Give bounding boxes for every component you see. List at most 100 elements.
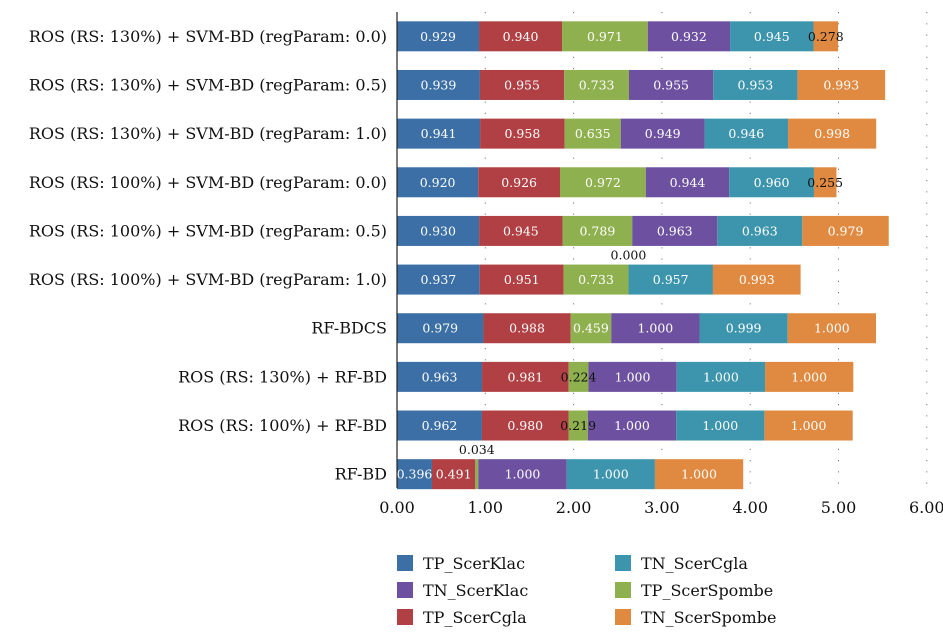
legend-item: TN_ScerSpombe [615, 606, 776, 628]
bar-value-labels: 0.929 0.940 0.971 0.932 0.945 0.278 0.939 0.955… [397, 29, 864, 482]
bar-value-label: 0.491 [436, 467, 472, 482]
category-label: ROS (RS: 130%) + SVM-BD (regParam: 0.0) [29, 27, 387, 46]
category-label: ROS (RS: 130%) + RF-BD [178, 367, 387, 386]
bar-value-label: 1.000 [637, 321, 673, 336]
legend-item: TP_ScerCgla [397, 606, 527, 628]
bar-segment [397, 215, 480, 246]
bar-value-label: 0.920 [420, 175, 456, 190]
bar-value-label: 0.937 [420, 272, 456, 287]
bar-value-label: 0.940 [503, 29, 539, 44]
bar-segment [587, 410, 677, 441]
bar-segment [562, 215, 633, 246]
x-tick-label: 3.00 [644, 498, 680, 517]
legend-swatch [615, 582, 631, 598]
bar-value-label: 0.396 [397, 467, 433, 482]
bar-segment [479, 215, 563, 246]
bar-segment [564, 118, 621, 149]
bar-segment [645, 167, 730, 198]
bar-value-label: 0.733 [578, 272, 614, 287]
bar-value-label: 0.945 [754, 29, 790, 44]
bar-value-label: 0.981 [507, 369, 543, 384]
legend-label: TP_ScerCgla [423, 607, 527, 627]
bar-value-label: 0.972 [585, 175, 621, 190]
bar-value-label: 0.993 [823, 77, 859, 92]
bar-value-label: 0.635 [575, 126, 611, 141]
category-label: ROS (RS: 100%) + SVM-BD (regParam: 0.0) [29, 173, 387, 192]
bar-value-label: 0.939 [421, 77, 457, 92]
bar-segment [699, 313, 788, 344]
bar-value-label: 0.957 [653, 272, 689, 287]
bar-value-label: 0.459 [573, 321, 609, 336]
bar-value-label: 0.926 [501, 175, 537, 190]
bar-value-label: 1.000 [791, 418, 827, 433]
bar-value-label: 0.034 [459, 442, 495, 457]
bar-segment [479, 69, 565, 100]
bar-segment [712, 264, 801, 295]
category-label: ROS (RS: 100%) + SVM-BD (regParam: 1.0) [29, 270, 387, 289]
bar-value-label: 0.929 [420, 29, 456, 44]
category-label: ROS (RS: 100%) + RF-BD [178, 416, 387, 435]
bar-value-label: 0.946 [728, 126, 764, 141]
bar-segment [562, 21, 648, 52]
bar-value-label: 1.000 [593, 467, 629, 482]
bar-segment [566, 459, 655, 490]
bar-segment [628, 264, 713, 295]
bar-segment [397, 264, 480, 295]
bar-segment [481, 410, 569, 441]
legend-label: TN_ScerSpombe [641, 607, 777, 627]
bar-segment [802, 215, 889, 246]
legend-label: TP_ScerSpombe [641, 580, 774, 600]
bar-segment [482, 361, 569, 392]
bar-segment [478, 459, 567, 490]
bar-segment [480, 118, 565, 149]
x-tick-label: 6.00 [909, 498, 943, 517]
bar-segment [730, 21, 814, 52]
bar-value-label: 0.998 [814, 126, 850, 141]
legend-label: TN_ScerCgla [641, 553, 748, 573]
bar-value-label: 0.980 [507, 418, 543, 433]
legend-swatch [397, 609, 413, 625]
bar-value-label: 0.944 [670, 175, 706, 190]
bar-value-label: 1.000 [814, 321, 850, 336]
legend: TP_ScerKlac TN_ScerKlac TP_ScerCgla TN_S… [397, 552, 857, 632]
bar-segment [676, 361, 766, 392]
category-label: RF-BDCS [311, 319, 387, 338]
bar-segment [765, 361, 854, 392]
bar-segment [654, 459, 744, 490]
x-tick-label: 1.00 [467, 498, 503, 517]
bar-value-label: 0.971 [587, 29, 623, 44]
legend-label: TP_ScerKlac [423, 553, 526, 573]
legend-item: TP_ScerKlac [397, 552, 525, 574]
bar-value-label: 1.000 [703, 369, 739, 384]
x-tick-label: 5.00 [821, 498, 857, 517]
bar-segment [568, 361, 589, 392]
bar-segment [729, 167, 814, 198]
bar-segment [797, 69, 886, 100]
bar-value-label: 0.278 [808, 29, 844, 44]
bar-segment [563, 264, 629, 295]
bar-value-label: 1.000 [681, 467, 717, 482]
bar-value-label: 0.958 [504, 126, 540, 141]
bar-value-label: 0.988 [509, 321, 545, 336]
x-tick-label: 0.00 [379, 498, 415, 517]
bar-value-label: 0.949 [645, 126, 681, 141]
legend-label: TN_ScerKlac [423, 580, 529, 600]
bar-value-label: 0.963 [657, 223, 693, 238]
bar-value-label: 1.000 [505, 467, 541, 482]
category-label: ROS (RS: 130%) + SVM-BD (regParam: 1.0) [29, 124, 387, 143]
bar-segment [397, 459, 432, 490]
legend-swatch [615, 555, 631, 571]
bar-value-label: 0.979 [828, 223, 864, 238]
bar-value-label: 0.930 [420, 223, 456, 238]
bar-segment [611, 313, 700, 344]
legend-swatch [397, 555, 413, 571]
bar-segment [717, 215, 803, 246]
bar-value-label: 0.932 [671, 29, 707, 44]
bar-segment [560, 167, 646, 198]
bar-value-label: 0.963 [422, 369, 458, 384]
bar-value-label: 0.945 [503, 223, 539, 238]
bar-value-label: 0.219 [560, 418, 596, 433]
bar-segment [564, 69, 629, 100]
bar-segment [788, 118, 877, 149]
